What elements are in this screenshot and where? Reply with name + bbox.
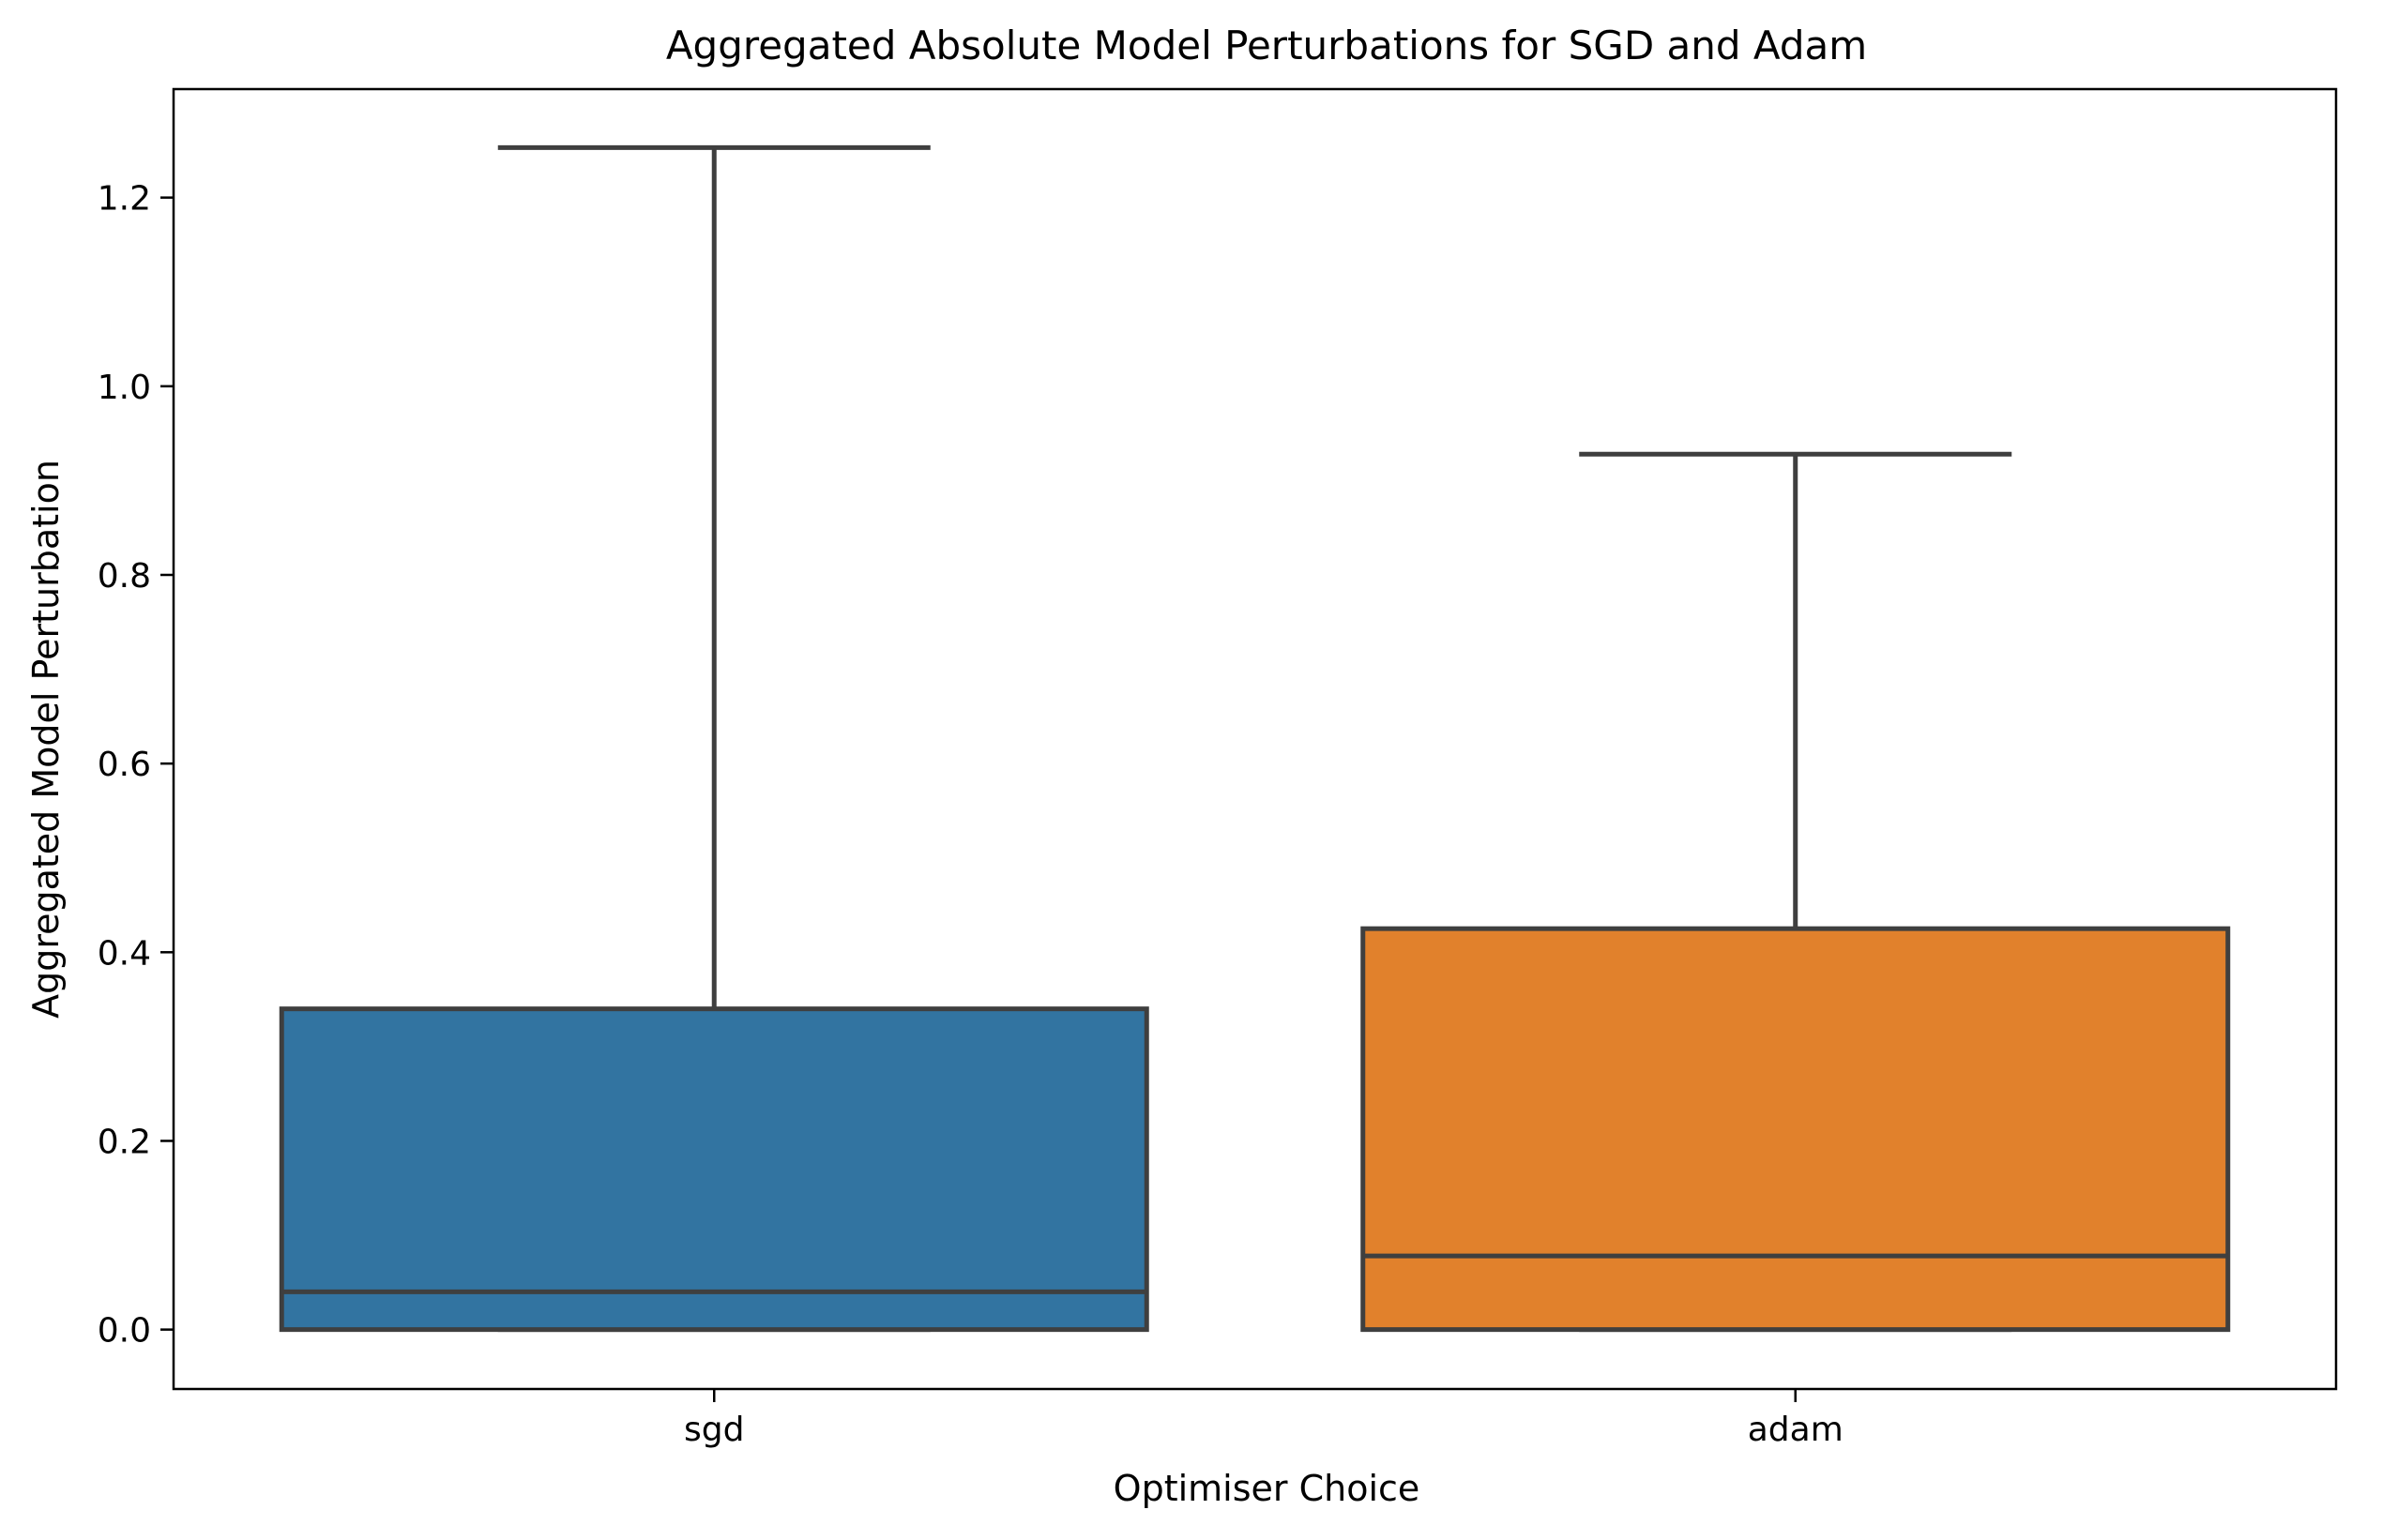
x-tick-label: adam xyxy=(1748,1411,1843,1449)
x-axis: sgd adam xyxy=(684,1389,1843,1449)
y-tick-label: 0.8 xyxy=(98,557,151,596)
box-group-adam xyxy=(1360,451,2231,1333)
y-tick-label: 0.6 xyxy=(98,746,151,784)
boxes-layer xyxy=(279,144,2231,1333)
y-tick-label: 0.4 xyxy=(98,934,151,973)
plot-frame xyxy=(172,87,2338,1391)
y-tick-label: 0.0 xyxy=(98,1312,151,1351)
y-axis: 0.0 0.2 0.4 0.6 0.8 1.0 1.2 xyxy=(98,180,174,1351)
x-axis-label: Optimiser Choice xyxy=(1114,1468,1420,1509)
y-tick-label: 1.0 xyxy=(98,369,151,407)
box-iqr xyxy=(279,1006,1149,1333)
y-tick-label: 0.2 xyxy=(98,1123,151,1161)
x-tick-label: sgd xyxy=(684,1411,744,1449)
y-tick-label: 1.2 xyxy=(98,180,151,219)
y-axis-label: Aggregated Model Perturbation xyxy=(25,460,67,1019)
chart-title: Aggregated Absolute Model Perturbations … xyxy=(666,23,1867,68)
box-iqr xyxy=(1360,926,2231,1333)
box-group-sgd xyxy=(279,144,1149,1333)
